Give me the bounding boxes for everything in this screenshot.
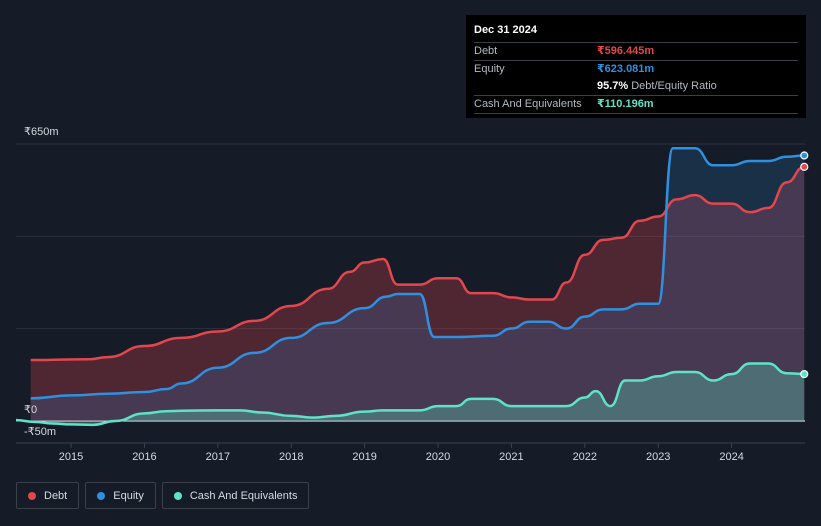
tooltip-equity-value: ₹623.081m (597, 63, 655, 75)
cash-line (15, 362, 805, 427)
tooltip-ratio-value: 95.7% (597, 80, 629, 92)
series-areas (16, 148, 805, 425)
x-tick-label: 2019 (352, 451, 376, 463)
tooltip-debt-row: Debt ₹596.445m (474, 42, 798, 60)
tooltip-debt-label: Debt (474, 45, 498, 57)
legend-cash-label: Cash And Equivalents (189, 489, 298, 502)
cash-end-point (800, 369, 809, 379)
tooltip-cash-label: Cash And Equivalents (474, 98, 582, 110)
legend-debt-label: Debt (44, 489, 68, 502)
tooltip-date: Dec 31 2024 (474, 24, 537, 36)
equity-line (30, 147, 805, 400)
legend-equity-label: Equity (113, 489, 144, 502)
tooltip-ratio-label: Debt/Equity Ratio (631, 80, 717, 92)
debt-end-point (800, 162, 809, 171)
cash-dot-icon (173, 491, 182, 500)
y-tick-label: ₹0 (24, 404, 37, 416)
x-tick-label: 2017 (206, 451, 230, 463)
grid-lines (16, 143, 805, 444)
chart-legend: Debt Equity Cash And Equivalents (16, 482, 311, 509)
tooltip-cash-row: Cash And Equivalents ₹110.196m (474, 95, 798, 114)
y-tick-label: -₹50m (24, 426, 56, 438)
tooltip-equity-row: Equity ₹623.081m (474, 60, 798, 78)
x-tick-label: 2021 (499, 451, 523, 463)
legend-item-equity[interactable]: Equity (85, 482, 156, 509)
debt-line (30, 165, 805, 362)
equity-end-point (800, 151, 809, 160)
cash-area (16, 363, 805, 425)
tooltip-equity-label: Equity (474, 63, 505, 75)
y-axis: ₹650m ₹0 -₹50m (24, 126, 59, 438)
legend-item-debt[interactable]: Debt (16, 482, 80, 509)
x-tick-label: 2024 (719, 451, 743, 463)
data-tooltip: Dec 31 2024 Debt ₹596.445m Equity ₹623.0… (466, 15, 806, 118)
series-end-markers (800, 151, 809, 379)
x-tick-label: 2020 (426, 451, 450, 463)
equity-dot-icon (97, 491, 106, 500)
tooltip-ratio-row: 95.7% Debt/Equity Ratio (474, 78, 798, 95)
x-tick-label: 2018 (279, 451, 303, 463)
x-axis: 2015 2016 2017 2018 2019 2020 2021 2022 2023 2024 (59, 443, 744, 463)
tooltip-debt-value: ₹596.445m (597, 45, 655, 57)
series-lines (15, 147, 805, 427)
legend-item-cash[interactable]: Cash And Equivalents (161, 482, 310, 509)
x-tick-label: 2022 (573, 451, 597, 463)
tooltip-cash-value: ₹110.196m (597, 98, 654, 110)
x-tick-label: 2015 (59, 451, 83, 463)
x-tick-label: 2023 (646, 451, 670, 463)
debt-dot-icon (28, 491, 36, 500)
y-tick-label: ₹650m (24, 126, 59, 138)
equity-area (30, 148, 805, 421)
x-tick-label: 2016 (132, 451, 156, 463)
